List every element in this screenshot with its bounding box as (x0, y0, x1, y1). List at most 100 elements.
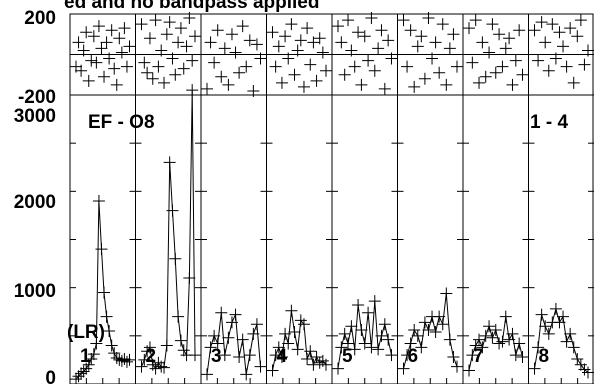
data-point (177, 344, 190, 357)
residual-point (105, 24, 118, 37)
data-point (342, 337, 355, 350)
residual-point (149, 14, 162, 27)
data-point (211, 337, 224, 350)
residual-point (362, 54, 375, 67)
data-point (118, 352, 131, 365)
residual-point (103, 52, 116, 65)
data-point (378, 318, 391, 331)
data-point (440, 287, 453, 300)
annotation-ef-o8: EF - O8 (88, 112, 155, 133)
data-point (174, 334, 187, 347)
data-point (499, 310, 512, 323)
data-point (451, 360, 463, 373)
data-point (348, 343, 361, 356)
residual-point (338, 68, 351, 81)
residual-point (118, 22, 131, 35)
subplot-label: 3 (211, 346, 222, 367)
data-point (549, 302, 562, 315)
data-point (95, 243, 108, 256)
residual-point (92, 20, 105, 33)
data-point (82, 358, 95, 371)
data-point (466, 349, 479, 362)
residual-point (95, 42, 108, 55)
data-point (539, 320, 552, 333)
residual-point (82, 74, 95, 87)
data-point (105, 339, 118, 352)
residual-point (218, 42, 231, 55)
data-point (90, 337, 103, 350)
residual-point (146, 72, 159, 85)
subplot-label: 8 (539, 346, 550, 367)
residual-point (440, 78, 453, 91)
residual-point (108, 62, 121, 75)
data-point (247, 327, 260, 340)
data-point (254, 360, 267, 373)
residual-point (87, 30, 100, 43)
residual-point (222, 78, 235, 91)
residual-point (415, 30, 428, 43)
residual-point (80, 26, 93, 39)
residual-point (115, 46, 128, 59)
residual-point (266, 26, 279, 39)
data-point (345, 320, 358, 333)
data-point (404, 337, 417, 350)
residual-point (208, 56, 221, 69)
residual-point (401, 60, 414, 73)
data-point (291, 343, 304, 356)
residual-point (272, 40, 285, 53)
annotation-lr: (LR) (67, 322, 105, 343)
data-point (301, 352, 314, 365)
residual-point (385, 52, 398, 65)
data-point (72, 370, 85, 383)
residual-point (180, 40, 193, 53)
data-point (516, 351, 529, 364)
data-point (489, 324, 502, 337)
residual-point (342, 14, 355, 27)
residual-point (288, 68, 301, 81)
data-point (365, 341, 378, 354)
residual-point (215, 70, 228, 83)
residual-point (397, 14, 410, 27)
data-point (166, 204, 179, 217)
residual-point (123, 40, 136, 53)
data-point (397, 362, 410, 375)
data-point (92, 194, 105, 207)
main-ytick-3000: 3000 (14, 106, 56, 127)
data-point (355, 324, 368, 337)
residual-point (174, 22, 187, 35)
residual-point (433, 66, 446, 79)
residual-point (310, 74, 323, 87)
residual-point (301, 22, 314, 35)
data-point (87, 348, 100, 361)
residual-point (426, 52, 439, 65)
data-point (240, 368, 253, 381)
residual-point (378, 82, 391, 95)
data-point (415, 341, 428, 354)
subplot-labels: 1 2 3 4 5 6 7 8 (80, 346, 549, 367)
residual-point (158, 76, 171, 89)
residual-point (418, 72, 431, 85)
data-point (110, 351, 123, 364)
residual-point (201, 82, 213, 95)
residual-point (546, 18, 559, 31)
subplot-label: 4 (277, 346, 288, 367)
residual-point (411, 40, 424, 53)
series-line (534, 306, 589, 373)
data-point (307, 358, 320, 371)
residual-point (316, 46, 329, 59)
residual-point (368, 64, 381, 77)
data-point (115, 354, 128, 367)
data-point (382, 333, 395, 346)
residual-point (560, 60, 573, 73)
data-point (236, 333, 249, 346)
top-ytick-neg200: -200 (18, 87, 56, 108)
residual-point (496, 60, 509, 73)
residual-point (135, 18, 148, 31)
residual-point (532, 54, 545, 67)
residual-point (506, 78, 519, 91)
residual-point (247, 84, 260, 97)
data-point (506, 327, 519, 340)
panel-ticks (70, 94, 594, 384)
residual-point (113, 32, 126, 45)
residual-point (304, 58, 317, 71)
